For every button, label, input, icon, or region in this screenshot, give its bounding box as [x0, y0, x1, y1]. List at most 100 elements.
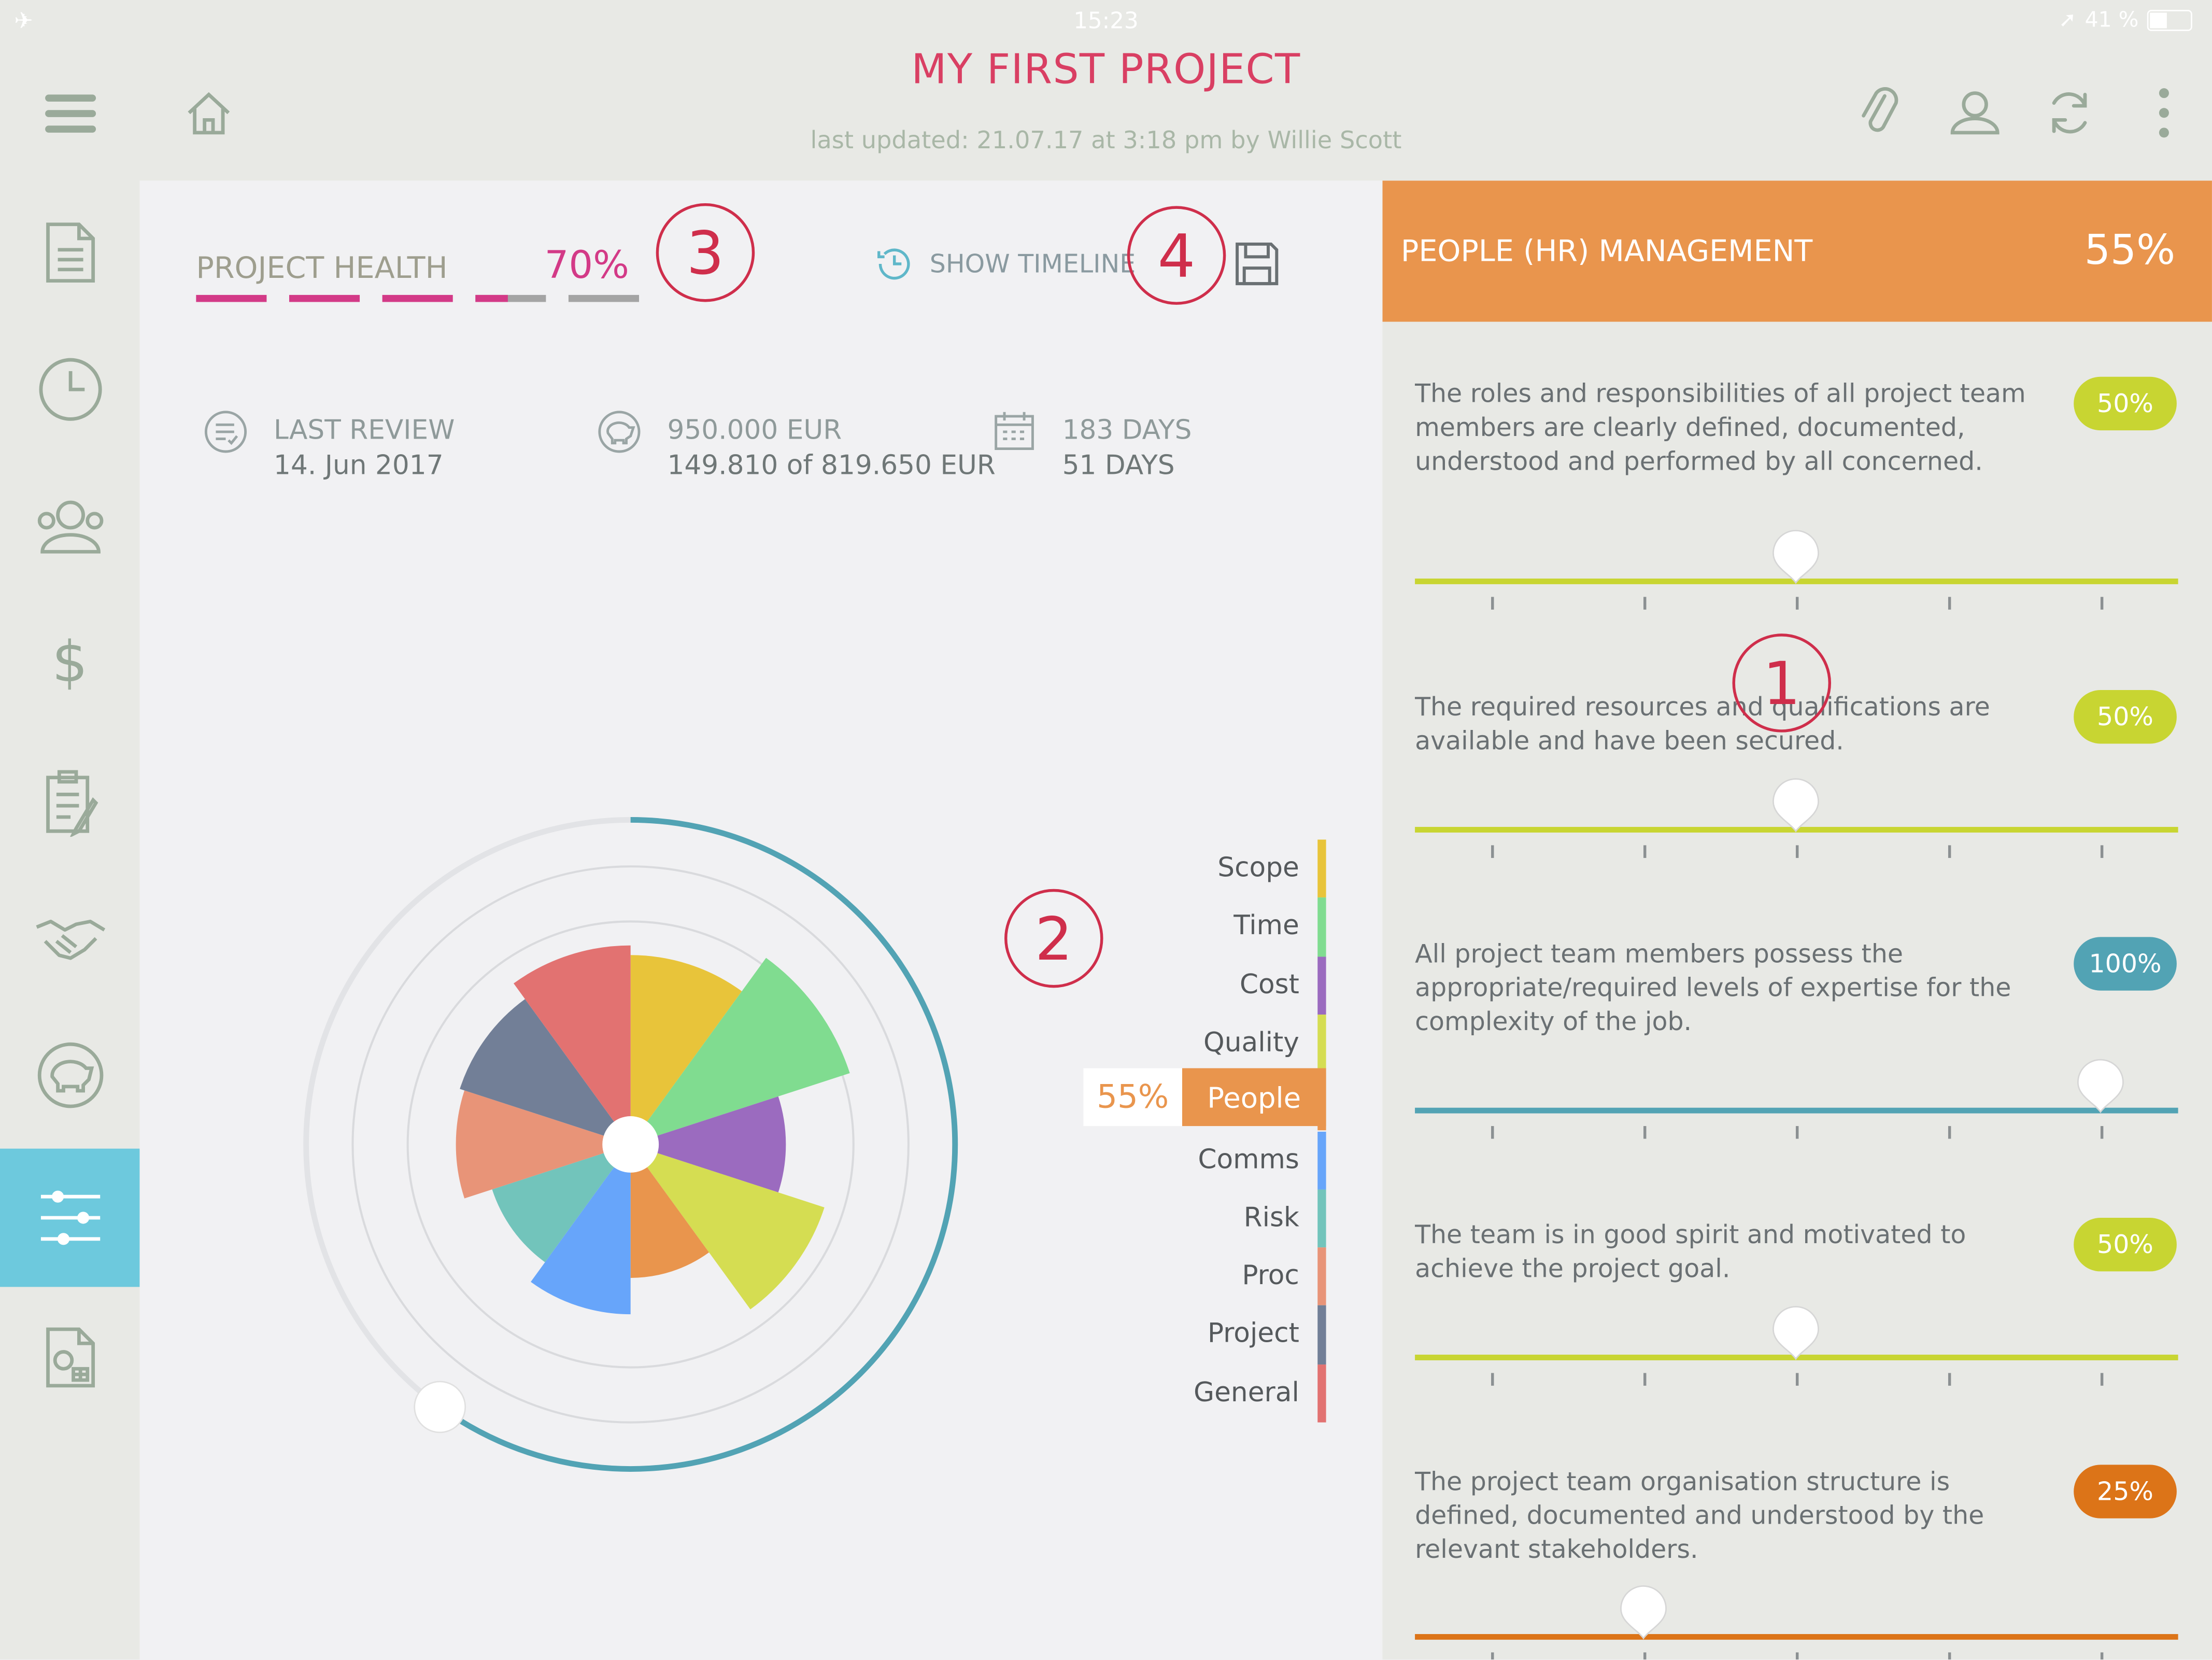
slider-tick: [1643, 845, 1646, 858]
legend-color-strip: [1317, 839, 1326, 898]
sidebar-item-reports[interactable]: [0, 1288, 139, 1427]
question-slider[interactable]: [1415, 1107, 2178, 1114]
legend-color-strip: [1317, 1247, 1326, 1306]
sync-icon[interactable]: [2038, 82, 2101, 144]
budget-spent: 149.810 of 819.650 EUR: [667, 450, 996, 482]
show-timeline-button[interactable]: SHOW TIMELINE: [873, 243, 1136, 285]
legend-color-strip: [1317, 1189, 1326, 1248]
slider-tick: [2100, 845, 2103, 858]
team-icon: [37, 500, 103, 554]
legend-item-cost[interactable]: Cost: [1239, 968, 1299, 1000]
last-review-date: 14. Jun 2017: [274, 450, 444, 482]
sidebar-item-finance[interactable]: $: [0, 594, 139, 733]
more-icon[interactable]: [2133, 82, 2195, 144]
header: ✈ 15:23 ➚ 41 % MY FIRST PROJECT last upd…: [0, 0, 2212, 181]
chart-sector-proc[interactable]: [456, 1090, 631, 1199]
slider-tick: [1491, 1652, 1494, 1659]
slider-tick: [1795, 1652, 1798, 1659]
slider-thumb[interactable]: [1770, 1304, 1821, 1360]
sidebar-item-stakeholders[interactable]: [0, 869, 139, 1008]
link-icon[interactable]: [1848, 82, 1910, 144]
slider-thumb[interactable]: [1618, 1583, 1669, 1640]
chart-sector-people[interactable]: [630, 1144, 710, 1278]
legend-item-risk[interactable]: Risk: [1243, 1202, 1299, 1233]
slider-tick: [1643, 1126, 1646, 1139]
user-icon[interactable]: [1944, 82, 2006, 144]
slider-tick: [1795, 597, 1798, 610]
slider-tick: [1948, 845, 1951, 858]
chart-sector-quality[interactable]: [630, 1144, 825, 1310]
checklist-icon: [45, 770, 98, 837]
budget-total: 950.000 EUR: [667, 415, 842, 446]
home-icon[interactable]: [178, 82, 240, 144]
panel-title: PEOPLE (HR) MANAGEMENT: [1400, 234, 1813, 269]
menu-icon[interactable]: [39, 82, 102, 144]
sidebar-item-team[interactable]: [0, 457, 139, 596]
panel-header: PEOPLE (HR) MANAGEMENT 55%: [1382, 180, 2212, 322]
question-score-badge: 50%: [2074, 1217, 2177, 1272]
legend-color-strip: [1317, 1014, 1326, 1073]
legend-color-strip: [1317, 1364, 1326, 1423]
chart-sector-scope[interactable]: [630, 955, 742, 1145]
slider-tick: [1948, 1126, 1951, 1139]
sidebar-item-checklist[interactable]: [0, 733, 139, 871]
handshake-icon: [35, 919, 105, 960]
slider-tick: [1795, 1126, 1798, 1139]
legend-item-proc[interactable]: Proc: [1242, 1260, 1299, 1291]
selected-category-people[interactable]: People: [1182, 1068, 1326, 1127]
chart-sector-comms[interactable]: [531, 1144, 631, 1315]
legend-item-time[interactable]: Time: [1233, 910, 1299, 942]
slider-tick: [1795, 845, 1798, 858]
chart-sector-project[interactable]: [460, 999, 631, 1145]
chart-sector-risk[interactable]: [492, 1144, 631, 1262]
chart-sector-cost[interactable]: [630, 1096, 786, 1193]
health-polar-chart: [303, 817, 958, 1472]
sidebar-item-assessment[interactable]: [0, 1148, 140, 1287]
question-text: The required resources and qualification…: [1415, 693, 1990, 756]
slider-thumb[interactable]: [1770, 528, 1821, 584]
selected-category-percent: 55%: [1083, 1068, 1182, 1127]
legend-item-general[interactable]: General: [1194, 1376, 1299, 1408]
status-time: 15:23: [1073, 7, 1139, 34]
question-text: The roles and responsibilities of all pr…: [1415, 379, 2026, 477]
save-icon[interactable]: [1233, 240, 1281, 293]
stat-budget: 950.000 EUR 149.810 of 819.650 EUR: [667, 414, 995, 484]
legend-item-quality[interactable]: Quality: [1203, 1027, 1299, 1059]
budget-icon: [597, 409, 642, 460]
chart-ring: [406, 920, 855, 1369]
airplane-mode-icon: ✈: [14, 7, 33, 34]
slider-tick: [2100, 1373, 2103, 1386]
duration-remaining: 51 DAYS: [1062, 450, 1175, 482]
health-bar: [382, 294, 453, 302]
slider-thumb[interactable]: [1770, 776, 1821, 833]
slider-tick: [1643, 1652, 1646, 1659]
progress-knob[interactable]: [414, 1381, 466, 1433]
legend-item-comms[interactable]: Comms: [1198, 1144, 1299, 1175]
question-score-badge: 50%: [2074, 690, 2177, 744]
sidebar: $: [0, 180, 140, 1659]
legend-item-scope[interactable]: Scope: [1217, 852, 1299, 883]
overall-progress-arc: [438, 817, 958, 1472]
project-health-percent: 70%: [544, 244, 630, 288]
slider-tick: [1491, 1373, 1494, 1386]
review-icon: [203, 409, 248, 460]
chart-center-dot: [602, 1116, 659, 1173]
main-content: PROJECT HEALTH 70% SHOW TIMELINE 3 4 2 L…: [139, 180, 1383, 1659]
project-health-label: PROJECT HEALTH: [196, 251, 448, 285]
project-health-bars: [196, 294, 640, 302]
question-slider[interactable]: [1415, 1634, 2178, 1640]
question-text: The project team organisation structure …: [1415, 1467, 1984, 1565]
annotation-marker-2: 2: [1004, 889, 1103, 988]
stat-last-review: LAST REVIEW 14. Jun 2017: [274, 414, 455, 484]
duration-total: 183 DAYS: [1062, 415, 1192, 446]
sidebar-item-documents[interactable]: [0, 184, 139, 322]
chart-sector-general[interactable]: [514, 945, 631, 1145]
legend-item-project[interactable]: Project: [1207, 1318, 1299, 1350]
sidebar-item-budget[interactable]: [0, 1006, 139, 1145]
slider-thumb[interactable]: [2075, 1057, 2126, 1114]
slider-tick: [1643, 1373, 1646, 1386]
health-bar: [196, 294, 267, 302]
sidebar-item-time[interactable]: [0, 320, 139, 459]
legend-color-strip: [1317, 1131, 1326, 1190]
chart-sector-time[interactable]: [630, 958, 850, 1145]
